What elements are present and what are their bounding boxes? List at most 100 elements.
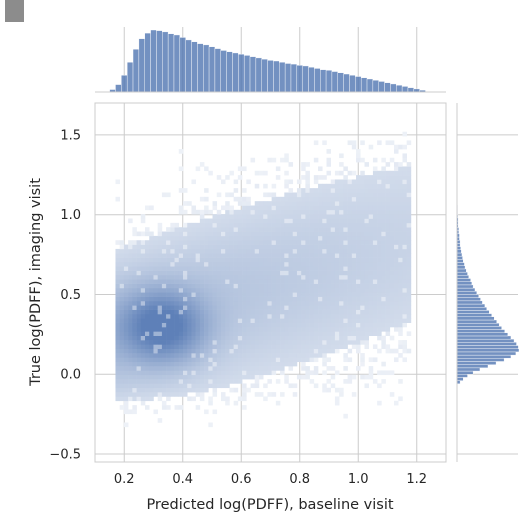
joint-bin [119, 353, 125, 358]
joint-bin [250, 157, 256, 163]
joint-bin [394, 274, 399, 280]
joint-bin [398, 253, 403, 258]
joint-bin [145, 274, 150, 280]
joint-bin [356, 366, 361, 371]
joint-bin [406, 266, 412, 271]
joint-bin [166, 357, 171, 363]
joint-histogram [115, 131, 412, 428]
joint-bin [385, 348, 391, 354]
joint-bin [115, 387, 120, 393]
joint-bin [406, 231, 412, 237]
joint-bin [280, 292, 285, 297]
joint-bin [123, 266, 129, 271]
joint-bin [258, 227, 264, 232]
joint-bin [208, 366, 213, 371]
joint-bin [377, 274, 382, 280]
joint-bin [288, 340, 294, 345]
joint-bin [123, 322, 129, 328]
joint-bin [305, 248, 310, 254]
joint-bin [389, 279, 395, 284]
joint-bin [145, 261, 150, 267]
joint-bin [263, 205, 268, 211]
joint-bin [204, 344, 209, 350]
joint-bin [318, 257, 323, 263]
joint-bin [398, 327, 403, 332]
joint-bin [191, 348, 196, 354]
joint-bin [356, 218, 361, 224]
joint-bin [246, 279, 251, 284]
joint-bin [275, 287, 281, 293]
joint-bin [149, 309, 154, 315]
joint-bin [402, 309, 407, 315]
marginal-x-bar [407, 87, 415, 93]
joint-bin [351, 188, 357, 193]
joint-bin [204, 253, 209, 258]
joint-bin [229, 214, 234, 219]
joint-bin [389, 244, 395, 250]
joint-bin [398, 292, 403, 297]
joint-bin [195, 314, 201, 319]
joint-bin [394, 248, 399, 254]
joint-bin [246, 196, 251, 202]
joint-bin [149, 292, 154, 297]
joint-bin [242, 253, 247, 258]
joint-bin [208, 270, 213, 276]
joint-bin [233, 366, 239, 371]
joint-bin [372, 287, 378, 293]
joint-bin [178, 361, 184, 367]
joint-bin [389, 227, 395, 232]
joint-bin [402, 248, 407, 254]
joint-bin [406, 235, 412, 241]
joint-bin [191, 387, 196, 393]
joint-bin [313, 218, 319, 224]
joint-bin [258, 270, 264, 276]
joint-bin [364, 322, 369, 328]
joint-bin [343, 244, 348, 250]
joint-bin [368, 192, 374, 198]
joint-bin [254, 327, 260, 332]
joint-bin [250, 292, 256, 297]
joint-bin [153, 283, 158, 289]
joint-bin [377, 287, 382, 293]
joint-bin [191, 253, 196, 258]
joint-bin [187, 279, 192, 284]
joint-bin [377, 279, 382, 284]
joint-bin [187, 370, 192, 376]
joint-bin [187, 318, 192, 323]
joint-bin [166, 227, 171, 232]
joint-bin [267, 270, 272, 276]
joint-bin [183, 348, 188, 354]
joint-bin [402, 231, 407, 237]
joint-bin [271, 327, 277, 332]
joint-bin [284, 240, 289, 245]
joint-bin [246, 305, 251, 310]
joint-bin [233, 244, 239, 250]
joint-bin [351, 283, 357, 289]
joint-bin [246, 253, 251, 258]
joint-bin [128, 344, 133, 350]
joint-bin [128, 387, 133, 393]
joint-bin [343, 192, 348, 198]
joint-bin [199, 309, 205, 315]
joint-bin [242, 344, 247, 350]
joint-bin [280, 340, 285, 345]
joint-bin [347, 279, 353, 284]
joint-bin [149, 357, 154, 363]
marginal-x-bar [396, 84, 403, 93]
joint-bin [305, 327, 310, 332]
joint-bin [368, 300, 374, 306]
joint-bin [356, 274, 361, 280]
joint-bin [157, 361, 163, 367]
joint-bin [174, 257, 180, 263]
joint-bin [119, 283, 125, 289]
joint-bin [123, 300, 129, 306]
joint-bin [318, 183, 323, 189]
joint-bin [225, 309, 230, 315]
joint-bin [330, 227, 336, 232]
joint-bin [402, 153, 407, 159]
joint-bin [351, 322, 357, 328]
joint-bin [372, 314, 378, 319]
joint-bin [132, 240, 137, 245]
joint-bin [296, 344, 302, 350]
joint-bin [398, 162, 403, 167]
